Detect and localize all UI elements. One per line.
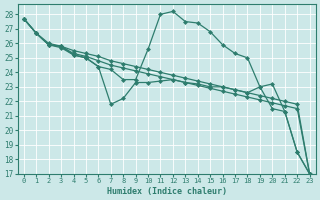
- X-axis label: Humidex (Indice chaleur): Humidex (Indice chaleur): [107, 187, 227, 196]
